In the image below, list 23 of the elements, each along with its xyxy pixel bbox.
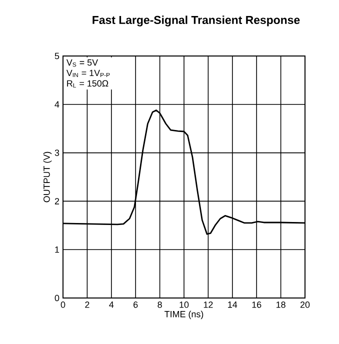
x-axis-title: TIME (ns) <box>164 310 204 320</box>
x-tick-label: 18 <box>276 302 286 308</box>
x-tick-label: 10 <box>180 302 189 308</box>
x-tick-label: 4 <box>109 302 114 308</box>
annotation: V$_{IN}$ = 1V$_{P-P}$ <box>66 70 110 78</box>
x-tick-label: 2 <box>85 302 90 308</box>
x-tick-label: 16 <box>252 302 262 308</box>
x-tick-label: 20 <box>300 302 310 308</box>
y-axis-title: OUTPUT (V) <box>43 152 52 202</box>
annotation: R$_{L}$ = 150Ω <box>67 80 108 88</box>
y-tick-label: 1 <box>55 246 60 253</box>
y-tick-label: 2 <box>54 198 60 204</box>
x-tick-label: 12 <box>204 302 213 308</box>
annotation: V$_{S}$ = 5V <box>66 59 98 67</box>
y-tick-label: 4 <box>54 101 60 108</box>
x-tick-label: 8 <box>158 302 162 308</box>
y-tick-label: 5 <box>54 52 60 60</box>
chart-title: Fast Large-Signal Transient Response <box>92 16 300 26</box>
x-tick-label: 6 <box>134 302 138 308</box>
y-tick-label: 3 <box>54 150 60 156</box>
x-tick-label: 0 <box>60 302 66 308</box>
y-tick-label: 0 <box>54 294 60 302</box>
x-tick-label: 14 <box>228 302 238 308</box>
